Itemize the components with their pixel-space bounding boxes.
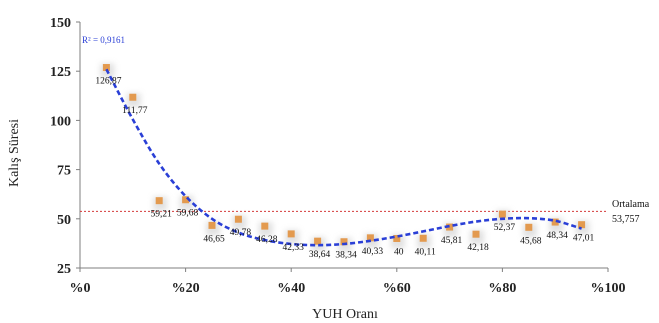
data-label: 42,18	[467, 243, 489, 253]
data-point	[551, 218, 559, 226]
data-point	[366, 234, 374, 242]
data-label: 40	[394, 247, 404, 257]
data-point	[155, 197, 163, 205]
data-point	[208, 221, 216, 229]
data-label: 40,11	[415, 247, 436, 257]
data-label: 45,81	[441, 236, 463, 246]
data-point	[182, 196, 190, 204]
x-tick-label: %80	[488, 281, 516, 296]
axes: 25 50 75 100 125 150 %0 %20 %40 %60 %80 %100	[50, 16, 626, 296]
data-labels: 126,87 111,77 59,21 59,68 46,65 49,78 46,28 42,…	[95, 77, 594, 261]
data-label: 45,68	[520, 236, 542, 246]
polynomial-trendline	[105, 68, 582, 247]
data-point	[261, 222, 269, 230]
data-label: 40,33	[362, 247, 384, 257]
data-point	[525, 223, 533, 231]
y-tick-label: 25	[57, 262, 71, 277]
data-point	[102, 64, 110, 72]
data-label: 46,28	[256, 235, 278, 245]
data-label: 59,68	[177, 209, 199, 219]
y-tick-label: 125	[50, 65, 71, 80]
x-tick-label: %0	[70, 281, 91, 296]
x-tick-label: %100	[591, 281, 626, 296]
r-squared-label: R² = 0,9161	[82, 35, 125, 45]
y-tick-label: 50	[57, 213, 71, 228]
data-label: 47,01	[573, 234, 595, 244]
data-label: 126,87	[95, 77, 121, 87]
x-axis-title: YUH Oranı	[312, 307, 378, 322]
data-point	[578, 221, 586, 229]
trendline-group	[105, 68, 582, 247]
data-point	[314, 237, 322, 245]
data-point	[419, 234, 427, 242]
data-label: 38,64	[309, 250, 331, 260]
data-point	[393, 234, 401, 242]
mean-line-value: 53,757	[612, 214, 640, 225]
data-label: 59,21	[151, 210, 173, 220]
data-label: 46,65	[203, 234, 225, 244]
y-tick-label: 100	[50, 114, 71, 129]
mean-line-label: Ortalama	[612, 199, 650, 210]
data-point	[129, 93, 137, 101]
data-points	[100, 63, 590, 252]
data-label: 42,33	[283, 243, 305, 253]
x-tick-label: %60	[383, 281, 411, 296]
data-point	[234, 215, 242, 223]
data-point	[340, 238, 348, 246]
data-point	[287, 230, 295, 238]
data-point	[498, 210, 506, 218]
y-axis-title: Kalış Süresi	[7, 119, 22, 187]
y-tick-label: 75	[57, 164, 71, 179]
data-label: 38,34	[335, 251, 357, 261]
data-label: 49,78	[230, 228, 252, 238]
data-label: 52,37	[494, 223, 516, 233]
data-label: 111,77	[122, 106, 148, 116]
y-tick-label: 150	[50, 16, 71, 31]
data-point	[472, 230, 480, 238]
data-label: 48,34	[547, 231, 569, 241]
x-tick-label: %40	[277, 281, 305, 296]
x-tick-label: %20	[172, 281, 200, 296]
